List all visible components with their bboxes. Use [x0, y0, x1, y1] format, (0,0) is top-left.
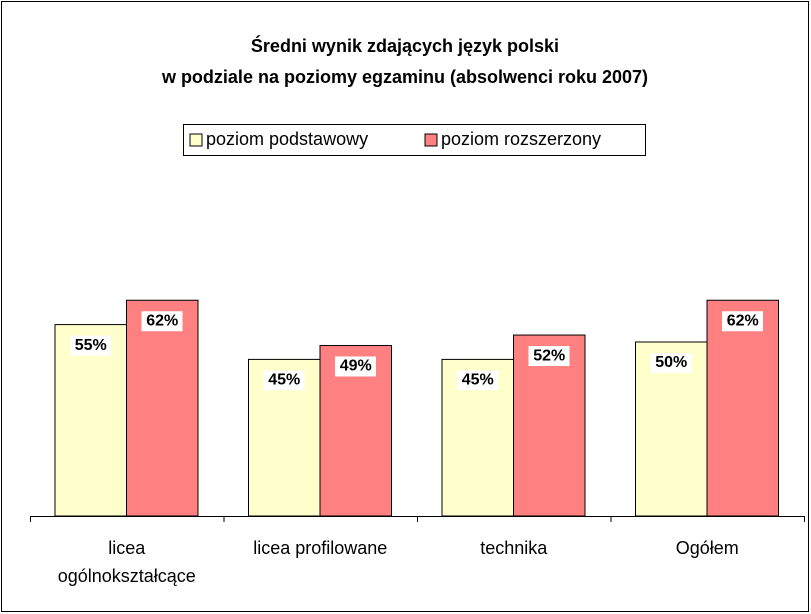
bar [706, 299, 779, 517]
legend-swatch [189, 133, 203, 147]
data-label-bg [457, 370, 498, 391]
bar [126, 299, 199, 517]
data-label: 62% [727, 312, 759, 329]
data-label: 45% [462, 372, 494, 389]
data-label-bg [528, 346, 570, 367]
data-label-bg [335, 356, 376, 377]
data-label: 52% [533, 347, 565, 364]
data-label-bg [650, 353, 692, 373]
data-label: 50% [655, 354, 687, 371]
chart-subtitle: w podziale na poziomy egzaminu (absolwen… [161, 67, 648, 87]
chart-title: Średni wynik zdających język polski [251, 35, 559, 56]
legend-box [183, 124, 646, 156]
data-label-bg [722, 311, 763, 332]
x-tick-label: Ogółem [675, 538, 739, 558]
data-label: 45% [268, 372, 300, 389]
legend-swatch [424, 133, 438, 147]
data-label: 49% [340, 358, 372, 375]
data-label-bg [141, 311, 183, 332]
x-tick-label: licea profilowane [253, 538, 388, 558]
bar [54, 324, 127, 517]
data-label-bg [70, 335, 111, 356]
x-tick-label: licea ogólnokształcące [57, 538, 196, 586]
legend-label: poziom rozszerzony [441, 129, 601, 149]
legend-label: poziom podstawowy [206, 129, 368, 149]
x-tick-label: technika [480, 538, 548, 558]
data-label-bg [263, 370, 305, 391]
data-label: 55% [75, 337, 107, 354]
data-label: 62% [146, 312, 178, 329]
